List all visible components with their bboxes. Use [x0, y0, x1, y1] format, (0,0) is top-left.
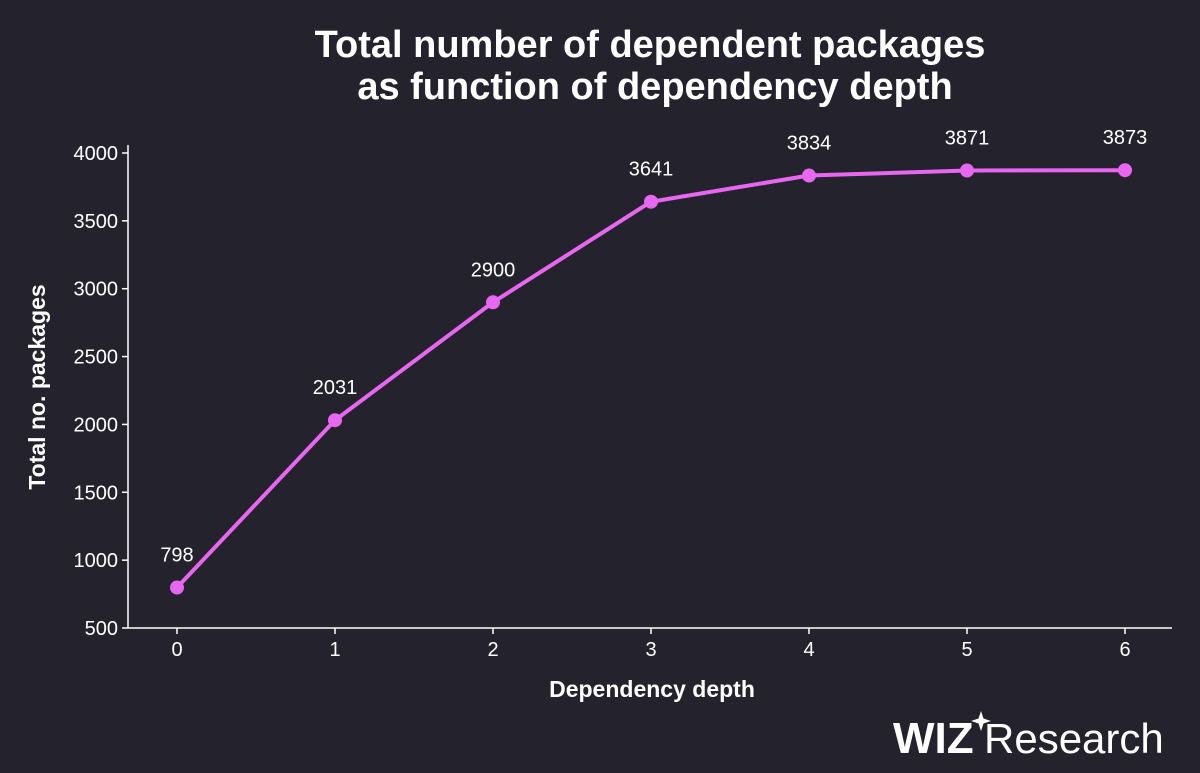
data-point	[1118, 163, 1132, 178]
x-tick-label: 4	[803, 639, 814, 661]
y-tick-label: 4000	[74, 143, 119, 165]
sparkle-icon	[971, 711, 991, 731]
x-tick-label: 6	[1119, 639, 1130, 661]
logo-research: Research	[984, 715, 1164, 762]
data-label: 3873	[1103, 127, 1148, 149]
logo-wiz: WIZ	[893, 714, 974, 763]
series-total-packages	[170, 163, 1132, 595]
data-labels: 798 2031 2900 3641 3834 3871 3873	[160, 127, 1147, 566]
data-point	[802, 168, 816, 183]
wiz-research-logo: WIZ Research	[893, 711, 1164, 763]
data-label: 3871	[945, 128, 990, 150]
y-tick-label: 1500	[74, 482, 119, 504]
y-tick-label: 500	[85, 618, 118, 640]
data-point	[328, 413, 342, 428]
x-tick-label: 1	[329, 639, 340, 661]
data-point	[960, 163, 974, 178]
y-tick-label: 3500	[74, 211, 119, 233]
data-label: 2031	[313, 377, 358, 399]
y-axis-ticks: 500 1000 1500 2000 2500 3000 3500 4000	[74, 143, 128, 640]
x-axis-ticks: 0 1 2 3 4 5 6	[171, 628, 1131, 661]
data-label: 798	[160, 545, 193, 567]
data-label: 3834	[787, 133, 832, 155]
chart-title-line-1: Total number of dependent packages	[315, 24, 986, 66]
x-tick-label: 3	[645, 639, 656, 661]
data-point	[170, 580, 184, 595]
y-tick-label: 3000	[74, 279, 119, 301]
y-axis-label: Total no. packages	[24, 284, 50, 489]
data-point	[644, 194, 658, 209]
x-tick-label: 2	[487, 639, 498, 661]
y-tick-label: 2500	[74, 347, 119, 369]
data-label: 3641	[629, 159, 674, 181]
y-tick-label: 2000	[74, 414, 119, 436]
x-tick-label: 5	[961, 639, 972, 661]
x-axis-label: Dependency depth	[549, 676, 755, 702]
y-tick-label: 1000	[74, 550, 119, 572]
data-point	[486, 295, 500, 310]
data-label: 2900	[471, 259, 516, 281]
chart-title-line-2: as function of dependency depth	[357, 66, 952, 108]
x-tick-label: 0	[171, 639, 182, 661]
